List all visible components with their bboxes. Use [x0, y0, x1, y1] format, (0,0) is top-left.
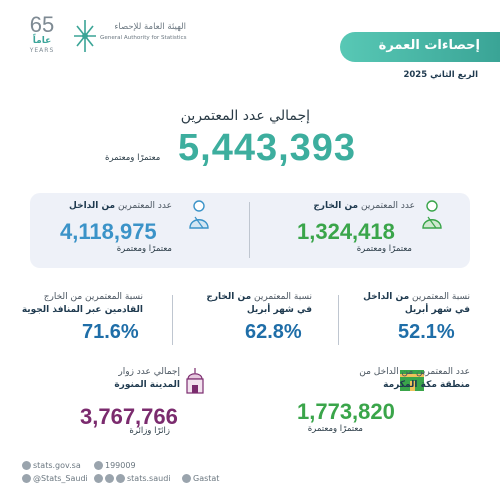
pct-separator — [172, 295, 173, 345]
pct-inside-line2: في شهر أبريل — [404, 305, 470, 315]
madinah-value: 3,767,766 — [80, 404, 178, 429]
org-name-en: General Authority for Statistics — [100, 35, 187, 41]
globe-icon — [22, 461, 31, 470]
panel-divider — [249, 202, 250, 258]
inside-label: عدد المعتمرين من الداخل — [69, 201, 172, 211]
makkah-unit: معتمرًا ومعتمرة — [307, 424, 363, 434]
madinah-line1: إجمالي عدد زوار — [118, 367, 180, 377]
anniversary-number: 65 — [29, 12, 55, 37]
makkah-value: 1,773,820 — [297, 399, 395, 424]
makkah-line2: منطقة مكة المكرمة — [383, 380, 470, 390]
madinah-line2: المدينة المنورة — [114, 380, 180, 390]
pct-inside-line1: نسبة المعتمرين من الداخل — [363, 292, 470, 302]
pct-outside-value: 62.8% — [245, 321, 302, 343]
pct-separator — [338, 295, 339, 345]
pct-inside-value: 52.1% — [398, 321, 455, 343]
pct-air-value: 71.6% — [82, 321, 139, 343]
madinah-unit: زائرًا وزائرة — [129, 426, 170, 436]
pct-outside-line2: في شهر أبريل — [246, 305, 312, 315]
org-name-ar: الهيئة العامة للإحصاء — [114, 22, 186, 32]
total-unit: معتمرًا ومعتمرة — [105, 153, 161, 163]
phone-icon — [94, 461, 103, 470]
pct-air-line1: نسبة المعتمرين من الخارج — [43, 292, 143, 302]
gastat-logo: الهيئة العامة للإحصاء General Authority … — [72, 18, 192, 60]
instagram-icon — [94, 474, 103, 483]
anniversary-logo: 65 عاماً YEARS — [18, 14, 66, 62]
footer-social[interactable]: stats.saudi — [94, 474, 171, 483]
footer-phone[interactable]: 199009 — [94, 461, 136, 470]
outside-label: عدد المعتمرين من الخارج — [313, 201, 415, 211]
inside-value: 4,118,975 — [60, 219, 157, 244]
pilgrim-inside-icon — [189, 200, 209, 229]
outside-value: 1,324,418 — [297, 219, 395, 244]
outside-unit: معتمرًا ومعتمرة — [356, 244, 412, 254]
origin-panel — [30, 193, 470, 268]
pct-air-line2: القادمين عبر المنافذ الجوية — [21, 305, 143, 315]
anniversary-en: YEARS — [29, 47, 55, 54]
x-icon — [22, 474, 31, 483]
footer-twitter[interactable]: @Stats_Saudi — [22, 474, 88, 483]
kaaba-icon — [400, 370, 424, 391]
youtube-icon — [116, 474, 125, 483]
pct-outside-line1: نسبة المعتمرين من الخارج — [206, 292, 312, 302]
quarter-label: الربع الثاني 2025 — [403, 70, 478, 80]
mosque-icon — [186, 368, 204, 394]
total-label: إجمالي عدد المعتمرين — [180, 108, 310, 124]
anniversary-ar: عاماً — [32, 36, 52, 46]
total-value: 5,443,393 — [178, 127, 357, 169]
linkedin-icon — [182, 474, 191, 483]
makkah-line1: عدد المعتمرين من الداخل من — [359, 367, 470, 377]
pilgrim-outside-icon — [422, 200, 442, 229]
gastat-emblem-icon — [74, 20, 96, 52]
facebook-icon — [105, 474, 114, 483]
page-title: إحصاءات العمرة — [340, 32, 500, 62]
footer-website[interactable]: stats.gov.sa — [22, 461, 81, 470]
footer: stats.gov.sa 199009 @Stats_Saudi stats.s… — [22, 461, 232, 491]
footer-gastat[interactable]: Gastat — [182, 474, 219, 483]
inside-unit: معتمرًا ومعتمرة — [116, 244, 172, 254]
